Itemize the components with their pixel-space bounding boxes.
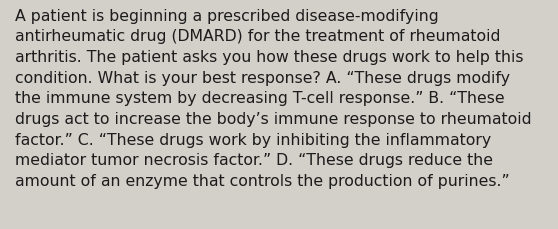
Text: A patient is beginning a prescribed disease-modifying
antirheumatic drug (DMARD): A patient is beginning a prescribed dise… (15, 9, 531, 188)
